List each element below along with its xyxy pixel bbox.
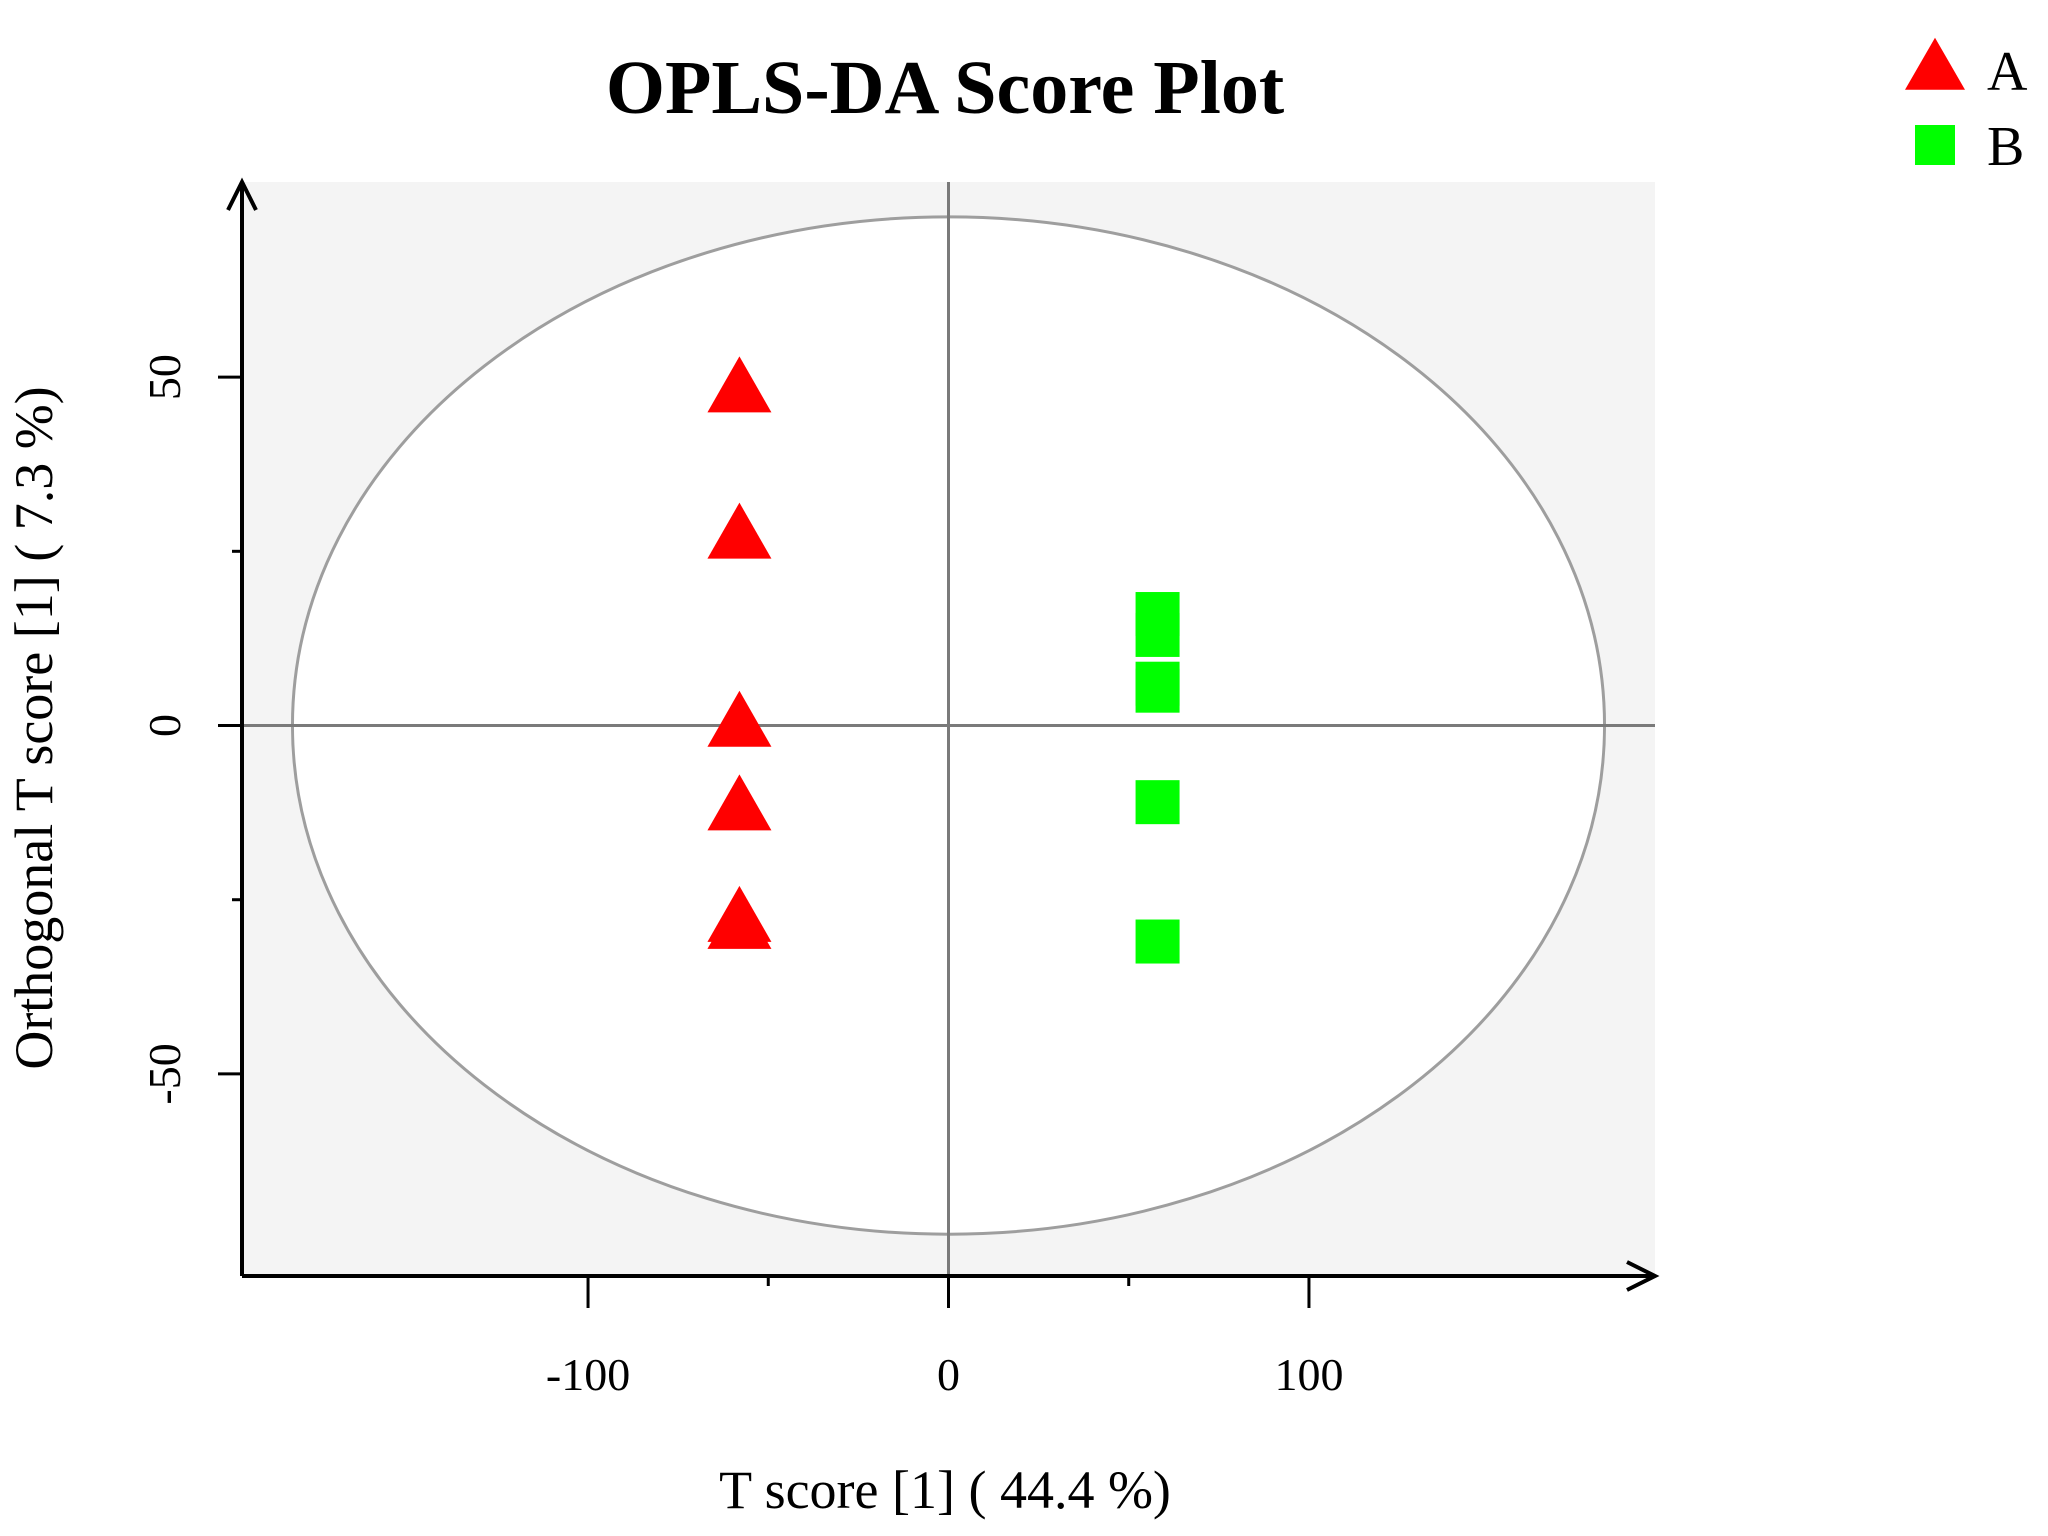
legend-label-a: A xyxy=(1987,41,2028,103)
y-axis-arrow xyxy=(226,177,258,211)
legend-label-b: B xyxy=(1987,116,2024,178)
series-b-point xyxy=(1135,612,1180,657)
y-tick-label: -50 xyxy=(139,1043,190,1104)
y-tick-label: 50 xyxy=(139,354,190,400)
y-axis-label: Orthogonal T score [1] ( 7.3 %) xyxy=(4,386,64,1069)
series-a-point xyxy=(707,690,772,747)
y-tick-label: 0 xyxy=(139,714,190,737)
x-axis-arrow xyxy=(1626,1260,1660,1292)
series-b-point xyxy=(1135,668,1180,713)
data-points xyxy=(707,356,1180,964)
legend-marker-a xyxy=(1905,37,1965,90)
x-tick-label: -100 xyxy=(546,1349,630,1400)
tick-labels: -100 0 100 -50 0 50 xyxy=(139,354,1343,1400)
series-b-point xyxy=(1135,919,1180,964)
x-axis-label: T score [1] ( 44.4 %) xyxy=(719,1460,1171,1520)
legend: AB xyxy=(1905,37,2028,178)
x-tick-label: 0 xyxy=(937,1349,960,1400)
x-tick-label: 100 xyxy=(1274,1349,1343,1400)
legend-marker-b xyxy=(1915,125,1955,165)
chart-title: OPLS-DA Score Plot xyxy=(606,46,1284,130)
series-b-point xyxy=(1135,780,1180,825)
series-a-point xyxy=(707,502,772,559)
series-a-point xyxy=(707,885,772,942)
series-a-point xyxy=(707,774,772,831)
tick-marks xyxy=(218,375,1311,1308)
series-a-point xyxy=(707,356,772,413)
